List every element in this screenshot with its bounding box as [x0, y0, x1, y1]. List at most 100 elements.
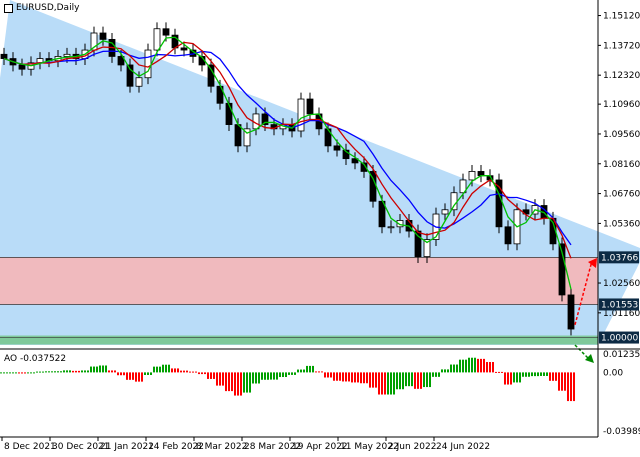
candle	[135, 77, 143, 87]
ma-mid-line	[3, 41, 572, 259]
ao-bar	[444, 369, 446, 373]
resistance-zone	[0, 257, 598, 305]
support-zone	[0, 335, 598, 345]
candle	[504, 226, 512, 245]
ao-bar	[480, 358, 482, 373]
ao-bar	[156, 366, 158, 373]
ao-bar	[450, 364, 452, 373]
symbol-title: EURUSD,Daily	[4, 3, 79, 13]
ao-bar	[336, 372, 338, 381]
ao-bar	[186, 370, 188, 373]
date-tick-label: 2 Jun 2022	[388, 442, 436, 452]
date-tick-label: 8 Dec 2021	[4, 442, 56, 452]
level-price-label: 1.00000	[601, 334, 638, 344]
ao-bar	[432, 372, 434, 377]
date-tick-label: 14 Feb 2022	[148, 442, 204, 452]
ao-bar	[189, 371, 191, 373]
ao-bar	[534, 372, 536, 377]
candle	[225, 102, 233, 125]
ao-bar	[507, 372, 509, 385]
ao-bar	[333, 372, 335, 381]
ao-bar	[102, 365, 104, 373]
ao-bar	[540, 372, 542, 376]
candle	[387, 226, 395, 229]
ao-bar	[75, 370, 77, 373]
ao-bar	[159, 366, 161, 373]
level-price-tag	[599, 251, 639, 264]
ao-bar	[552, 372, 554, 381]
ao-bar	[438, 372, 440, 377]
ao-bar	[297, 369, 299, 373]
ao-bar	[462, 359, 464, 373]
ao-bar	[522, 372, 524, 377]
ao-bar	[492, 362, 494, 373]
ao-bar	[447, 369, 449, 373]
ao-tick-label: 0.012353	[603, 350, 640, 360]
ao-bar	[72, 370, 74, 373]
ao-bar	[126, 372, 128, 380]
ao-bar	[378, 372, 380, 395]
candle	[117, 56, 125, 66]
candle	[360, 162, 368, 172]
ao-bar	[228, 372, 230, 392]
ao-bar	[144, 372, 146, 375]
ao-bar	[408, 372, 410, 387]
ao-bar	[525, 372, 527, 377]
ao-bar	[171, 368, 173, 373]
ao-bar	[441, 369, 443, 373]
ao-bar	[315, 371, 317, 373]
date-tick-label: 24 Jun 2022	[436, 442, 490, 452]
ao-bar	[237, 372, 239, 396]
ao-bar	[216, 372, 218, 386]
ma-slow-line	[3, 50, 572, 246]
ao-bar	[153, 366, 155, 373]
candle	[414, 230, 422, 258]
ao-bar	[564, 372, 566, 391]
ao-bar	[426, 372, 428, 388]
ao-histogram	[0, 357, 575, 402]
ao-bar	[27, 372, 29, 374]
ao-bar	[396, 372, 398, 390]
ao-bar	[9, 372, 11, 374]
candle	[441, 209, 449, 215]
ao-bar	[384, 372, 386, 395]
ao-bar	[312, 365, 314, 373]
ma-fast-line	[3, 36, 572, 290]
ao-bar	[39, 371, 41, 373]
ao-bar	[279, 372, 281, 378]
ao-bar	[474, 357, 476, 373]
ao-bar	[243, 372, 245, 393]
ao-bar	[489, 362, 491, 373]
candle	[63, 53, 71, 57]
ao-bar	[111, 370, 113, 373]
ao-bar	[414, 372, 416, 389]
ao-bar	[276, 372, 278, 380]
ao-bar	[561, 372, 563, 391]
ao-bar	[162, 364, 164, 373]
ao-bar	[207, 372, 209, 379]
ao-bar	[411, 372, 413, 387]
ao-bar	[90, 366, 92, 373]
ao-bar	[300, 369, 302, 373]
ao-bar	[204, 372, 206, 375]
candle	[558, 243, 566, 296]
ao-bar	[135, 372, 137, 382]
ao-bar	[21, 372, 23, 374]
candle	[450, 192, 458, 211]
ao-bar	[93, 366, 95, 373]
ao-bar	[210, 372, 212, 379]
ao-bar	[531, 372, 533, 377]
ao-bar	[495, 371, 497, 373]
ao-bar	[519, 372, 521, 383]
candle	[126, 64, 134, 87]
ao-bar	[339, 372, 341, 381]
candle	[180, 47, 188, 51]
chart-type-icon	[4, 3, 13, 13]
candle	[423, 239, 431, 258]
ao-bar	[483, 358, 485, 373]
ao-bar	[24, 372, 26, 374]
bullish-arrow	[574, 260, 593, 325]
ao-bar	[555, 372, 557, 381]
candle	[468, 171, 476, 181]
